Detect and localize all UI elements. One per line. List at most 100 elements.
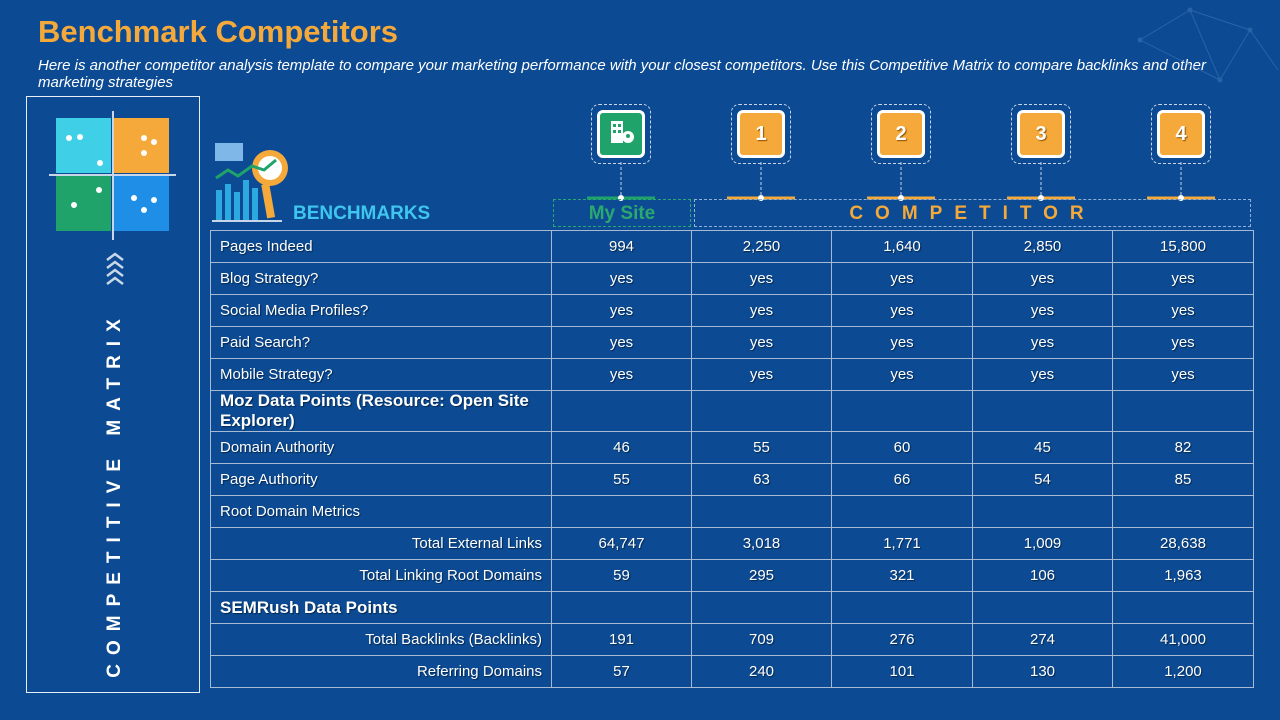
table-cell: 57 — [551, 655, 692, 688]
benchmark-table: Pages Indeed 994 2,250 1,640 2,850 15,800 Blog… — [210, 230, 1254, 688]
empty-cell — [831, 390, 973, 432]
table-cell: 63 — [691, 463, 832, 496]
empty-cell — [1112, 591, 1254, 624]
table-row: Total Linking Root Domains 59 295 321 106 1,9… — [210, 559, 1254, 592]
table-cell: 994 — [551, 230, 692, 263]
empty-cell — [1112, 495, 1254, 528]
sidebar-label: COMPETITIVE MATRIX — [104, 310, 125, 678]
row-label: Total Backlinks (Backlinks) — [210, 623, 552, 656]
table-cell: 55 — [691, 431, 832, 464]
table-cell: 46 — [551, 431, 692, 464]
table-cell: 66 — [831, 463, 973, 496]
table-cell: yes — [691, 326, 832, 359]
table-row: SEMRush Data Points — [210, 591, 1254, 624]
empty-cell — [831, 495, 973, 528]
table-cell: 54 — [972, 463, 1113, 496]
table-cell: yes — [831, 294, 973, 327]
table-row: Social Media Profiles? yes yes yes yes yes — [210, 294, 1254, 327]
table-cell: yes — [972, 326, 1113, 359]
competitor-badge: 2 — [871, 104, 931, 164]
badge-number: 4 — [1157, 110, 1205, 158]
table-cell: 59 — [551, 559, 692, 592]
my-site-badge — [591, 104, 651, 164]
row-label: Total External Links — [210, 527, 552, 560]
row-label: Total Linking Root Domains — [210, 559, 552, 592]
benchmarks-icon — [212, 143, 288, 222]
row-label: Referring Domains — [210, 655, 552, 688]
table-row: Paid Search? yes yes yes yes yes — [210, 326, 1254, 359]
row-label: Domain Authority — [210, 431, 552, 464]
table-cell: 240 — [691, 655, 832, 688]
section-header: SEMRush Data Points — [210, 591, 552, 624]
row-label: Page Authority — [210, 463, 552, 496]
badge-number: 2 — [877, 110, 925, 158]
row-label: Root Domain Metrics — [210, 495, 552, 528]
table-cell: 64,747 — [551, 527, 692, 560]
row-label: Social Media Profiles? — [210, 294, 552, 327]
decor-network — [1137, 7, 1279, 83]
table-row: Root Domain Metrics — [210, 495, 1254, 528]
row-label: Blog Strategy? — [210, 262, 552, 295]
table-cell: 60 — [831, 431, 973, 464]
table-cell: yes — [551, 358, 692, 391]
table-row: Mobile Strategy? yes yes yes yes yes — [210, 358, 1254, 391]
empty-cell — [972, 495, 1113, 528]
table-cell: 191 — [551, 623, 692, 656]
table-row: Moz Data Points (Resource: Open Site Exp… — [210, 390, 1254, 432]
empty-cell — [831, 591, 973, 624]
table-cell: 1,640 — [831, 230, 973, 263]
table-cell: yes — [1112, 326, 1254, 359]
competitor-badge: 1 — [731, 104, 791, 164]
badge-number: 1 — [737, 110, 785, 158]
table-row: Blog Strategy? yes yes yes yes yes — [210, 262, 1254, 295]
matrix-icon — [49, 111, 176, 285]
table-cell: yes — [831, 326, 973, 359]
empty-cell — [691, 390, 832, 432]
subtitle: Here is another competitor analysis temp… — [38, 57, 1206, 91]
row-label: Paid Search? — [210, 326, 552, 359]
table-cell: 1,009 — [972, 527, 1113, 560]
table-cell: 130 — [972, 655, 1113, 688]
empty-cell — [691, 495, 832, 528]
table-cell: 709 — [691, 623, 832, 656]
competitor-badge: 3 — [1011, 104, 1071, 164]
empty-cell — [551, 591, 692, 624]
table-cell: 1,771 — [831, 527, 973, 560]
table-cell: yes — [831, 358, 973, 391]
table-cell: 274 — [972, 623, 1113, 656]
table-cell: 295 — [691, 559, 832, 592]
empty-cell — [972, 390, 1113, 432]
table-row: Total Backlinks (Backlinks) 191 709 276 274 4… — [210, 623, 1254, 656]
badge-number: 3 — [1017, 110, 1065, 158]
row-label: Mobile Strategy? — [210, 358, 552, 391]
table-row: Domain Authority 46 55 60 45 82 — [210, 431, 1254, 464]
competitor-badge: 4 — [1151, 104, 1211, 164]
competitor-header: COMPETITOR — [694, 199, 1251, 227]
table-cell: 45 — [972, 431, 1113, 464]
column-connectors — [587, 162, 1215, 201]
table-cell: yes — [972, 262, 1113, 295]
row-label: Pages Indeed — [210, 230, 552, 263]
empty-cell — [551, 390, 692, 432]
table-row: Page Authority 55 63 66 54 85 — [210, 463, 1254, 496]
table-cell: yes — [1112, 358, 1254, 391]
table-cell: 82 — [1112, 431, 1254, 464]
table-row: Referring Domains 57 240 101 130 1,200 — [210, 655, 1254, 688]
table-cell: yes — [1112, 262, 1254, 295]
building-icon — [611, 121, 634, 143]
sidebar-frame — [26, 96, 200, 693]
table-cell: yes — [691, 262, 832, 295]
table-cell: 1,200 — [1112, 655, 1254, 688]
table-cell: yes — [691, 294, 832, 327]
table-cell: yes — [972, 358, 1113, 391]
title: Benchmark Competitors — [38, 14, 399, 49]
table-cell: 321 — [831, 559, 973, 592]
empty-cell — [1112, 390, 1254, 432]
table-cell: 3,018 — [691, 527, 832, 560]
table-row: Total External Links 64,747 3,018 1,771 1,00… — [210, 527, 1254, 560]
table-cell: 28,638 — [1112, 527, 1254, 560]
table-cell: 101 — [831, 655, 973, 688]
table-cell: 2,850 — [972, 230, 1113, 263]
table-cell: yes — [831, 262, 973, 295]
